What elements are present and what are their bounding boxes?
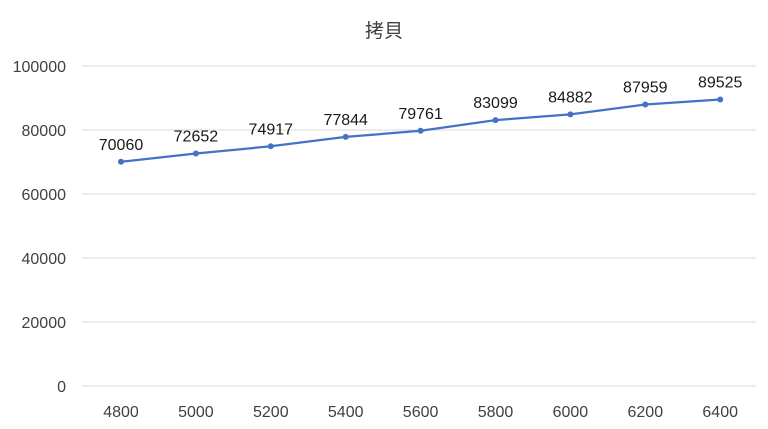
x-tick-label: 5400 [328, 404, 364, 421]
data-label: 87959 [623, 80, 668, 97]
y-tick-label: 0 [57, 379, 66, 396]
y-tick-label: 100000 [13, 59, 66, 76]
y-tick-label: 20000 [22, 315, 67, 332]
x-tick-label: 6200 [628, 404, 664, 421]
data-label: 83099 [473, 95, 518, 112]
data-point [267, 143, 274, 150]
data-point [118, 158, 124, 165]
x-tick-label: 5200 [253, 404, 289, 421]
y-tick-label: 40000 [22, 251, 67, 268]
data-point [642, 101, 649, 108]
x-tick-label: 5800 [478, 404, 514, 421]
x-tick-label: 4800 [103, 404, 139, 421]
data-label: 72652 [174, 129, 219, 146]
data-point [492, 117, 499, 124]
data-point [342, 133, 349, 140]
data-point [567, 111, 574, 118]
data-label: 70060 [99, 137, 144, 154]
chart-title: 拷貝 [365, 20, 403, 42]
data-labels: 70060 72652 74917 77844 79761 83099 84882 87959… [99, 75, 743, 154]
x-axis-ticks: 4800 5000 5200 5400 5600 5800 6000 6200 6400 [103, 404, 738, 421]
x-tick-label: 5600 [403, 404, 439, 421]
data-label: 79761 [398, 106, 443, 123]
y-tick-label: 60000 [22, 187, 67, 204]
data-point [192, 150, 199, 157]
data-label: 74917 [249, 121, 294, 138]
x-tick-label: 6000 [553, 404, 589, 421]
x-tick-label: 6400 [702, 404, 738, 421]
data-label: 77844 [323, 112, 368, 129]
data-points [118, 96, 724, 165]
data-label: 89525 [698, 75, 743, 92]
x-tick-label: 5000 [178, 404, 214, 421]
y-tick-label: 80000 [22, 123, 67, 140]
data-point [417, 127, 424, 134]
data-label: 84882 [548, 89, 593, 106]
y-axis-ticks: 0 20000 40000 60000 80000 100000 [13, 59, 66, 396]
data-point [717, 96, 724, 103]
